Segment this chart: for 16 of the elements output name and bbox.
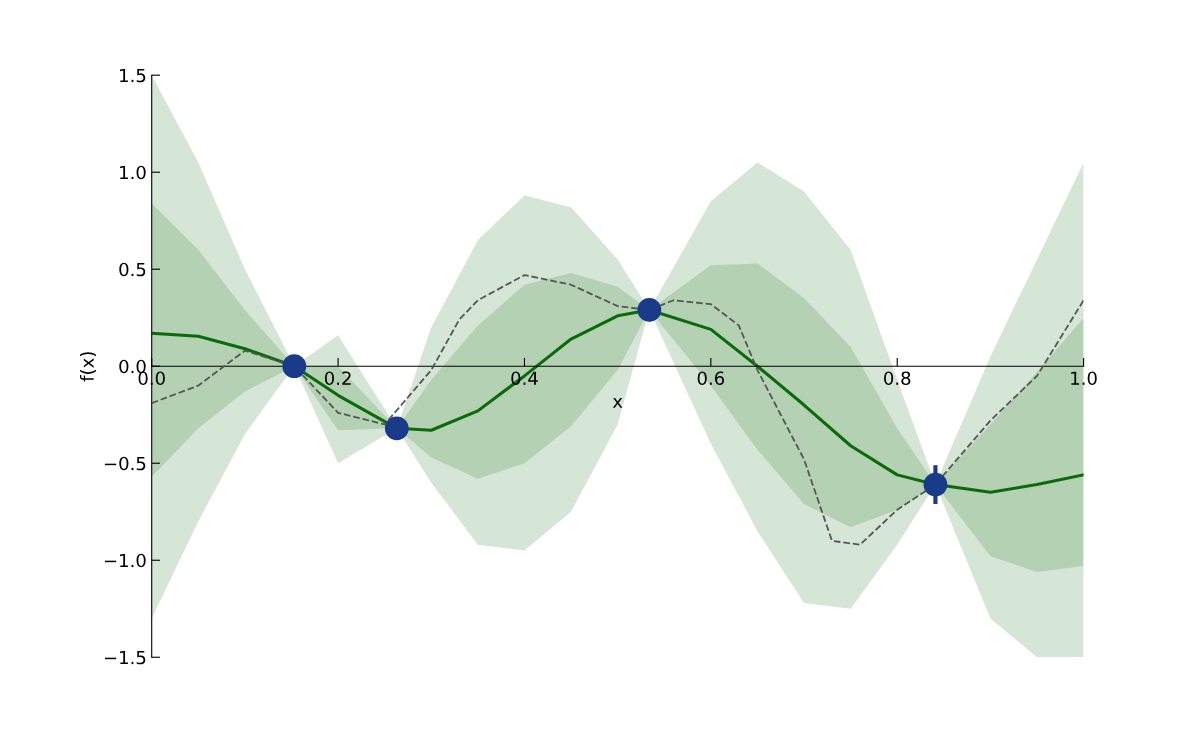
point — [282, 354, 307, 379]
x-tick-label: 0.6 — [697, 371, 725, 386]
point — [384, 416, 409, 441]
y-tick-label: 0.5 — [119, 262, 146, 277]
x-axis-title: x — [612, 397, 623, 408]
y-axis-title: f(x) — [79, 352, 97, 382]
y-tick-label: −1.0 — [104, 553, 146, 568]
point — [923, 472, 948, 497]
x-tick-label: 1.0 — [1071, 371, 1097, 386]
point — [637, 298, 662, 322]
x-tick-label: 0.8 — [884, 371, 911, 386]
y-tick-label: 1.5 — [120, 68, 146, 83]
x-tick-label: 0.2 — [324, 371, 351, 386]
y-tick-label: 1.0 — [120, 165, 146, 180]
y-tick-label: −0.5 — [104, 456, 146, 471]
y-tick-label: −1.5 — [104, 650, 146, 665]
